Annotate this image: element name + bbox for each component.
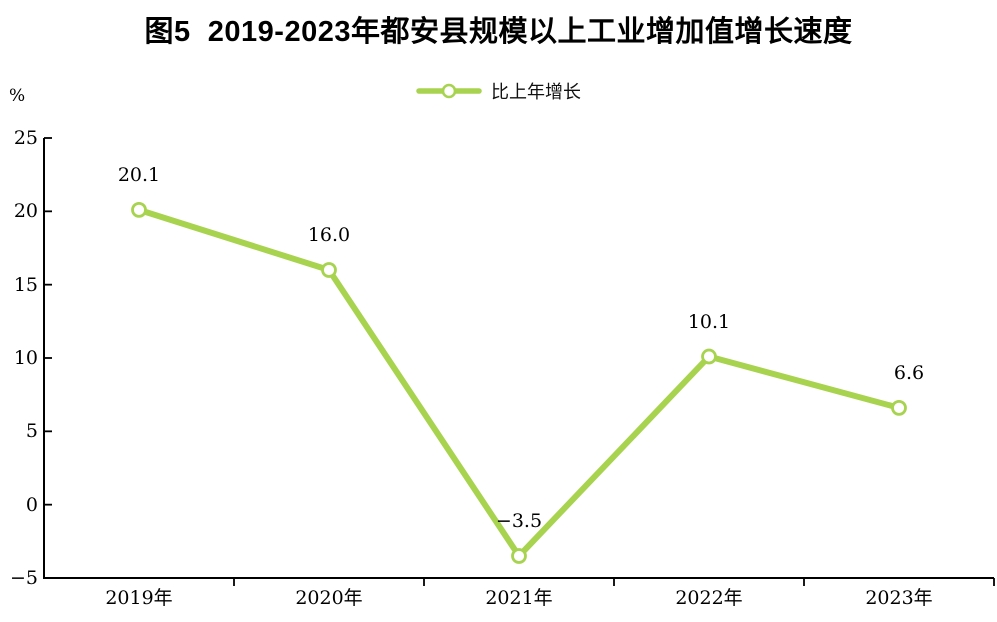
legend: 比上年增长	[0, 78, 997, 104]
x-tick-label: 2022年	[675, 587, 743, 609]
data-point-label: 10.1	[687, 310, 731, 333]
data-point-marker	[511, 548, 527, 564]
data-point-label: 16.0	[307, 224, 351, 246]
legend-line-marker-icon	[416, 83, 482, 99]
chart-title: 图5 2019-2023年都安县规模以上工业增加值增长速度	[144, 16, 853, 48]
data-point-marker	[701, 348, 717, 365]
x-tick-label: 2020年	[295, 587, 363, 609]
legend-label: 比上年增长	[491, 82, 581, 102]
y-tick-label: 25	[13, 127, 38, 149]
x-tick-label: 2019年	[105, 587, 173, 609]
data-point-marker	[321, 262, 337, 278]
data-point-marker	[891, 399, 907, 416]
y-tick-label: 10	[13, 347, 38, 369]
y-tick-label: 5	[25, 420, 38, 443]
x-tick-label: 2021年	[485, 587, 553, 609]
x-tick-label: 2023年	[865, 587, 933, 609]
data-point-label: 6.6	[893, 361, 925, 384]
data-point-label: −3.5	[495, 510, 543, 532]
series-line	[136, 206, 902, 559]
data-point-marker	[131, 201, 147, 218]
y-tick-label: 20	[13, 200, 38, 223]
y-tick-label: −5	[9, 567, 38, 589]
y-tick-label: 15	[13, 273, 38, 296]
data-point-label: 20.1	[117, 163, 161, 186]
y-axis-unit-label: %	[9, 86, 26, 106]
y-tick-label: 0	[25, 493, 38, 516]
